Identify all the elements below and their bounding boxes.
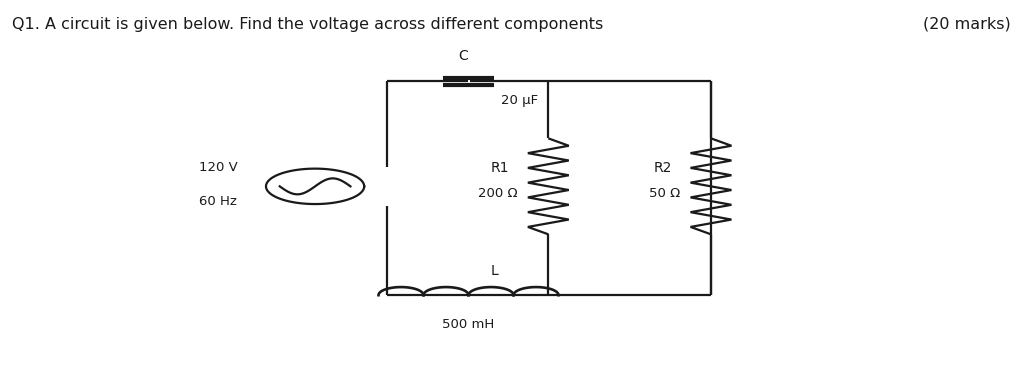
Text: 500 mH: 500 mH — [442, 318, 495, 331]
Text: 60 Hz: 60 Hz — [199, 194, 237, 208]
Text: 120 V: 120 V — [198, 161, 237, 175]
Text: R2: R2 — [654, 161, 672, 175]
Text: 20 μF: 20 μF — [501, 94, 538, 107]
Text: L: L — [490, 264, 498, 278]
Text: (20 marks): (20 marks) — [923, 17, 1011, 32]
Text: R1: R1 — [491, 161, 509, 175]
Text: Q1. A circuit is given below. Find the voltage across different components: Q1. A circuit is given below. Find the v… — [12, 17, 604, 32]
Text: 200 Ω: 200 Ω — [478, 187, 518, 200]
Text: C: C — [458, 49, 469, 63]
Text: 50 Ω: 50 Ω — [649, 187, 680, 200]
